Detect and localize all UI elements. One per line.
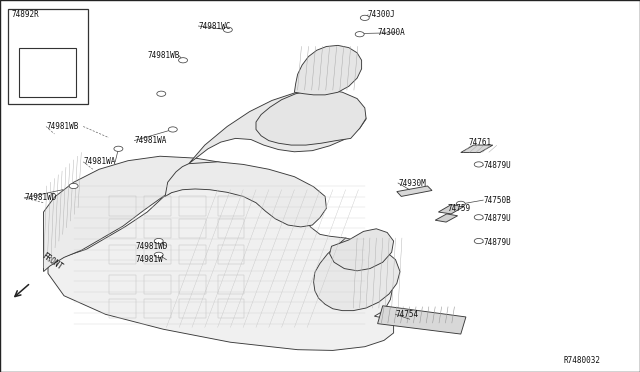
Text: FRONT: FRONT bbox=[40, 252, 64, 272]
Text: 74981WD: 74981WD bbox=[136, 242, 168, 251]
Bar bbox=[144, 299, 171, 318]
Text: 74981WA: 74981WA bbox=[83, 157, 116, 166]
Circle shape bbox=[474, 238, 483, 244]
Polygon shape bbox=[397, 186, 432, 196]
Text: 74879U: 74879U bbox=[483, 214, 511, 223]
Bar bbox=[218, 275, 244, 294]
Bar bbox=[8, 9, 88, 104]
Circle shape bbox=[223, 27, 232, 32]
Polygon shape bbox=[294, 45, 362, 95]
Polygon shape bbox=[438, 205, 464, 214]
Bar bbox=[179, 196, 206, 216]
Text: 74759: 74759 bbox=[448, 204, 471, 213]
Polygon shape bbox=[165, 162, 326, 227]
Bar bbox=[179, 299, 206, 318]
Circle shape bbox=[360, 15, 369, 20]
Text: 74879U: 74879U bbox=[483, 238, 511, 247]
Text: 74750B: 74750B bbox=[483, 196, 511, 205]
Circle shape bbox=[154, 252, 163, 257]
Text: 74761: 74761 bbox=[468, 138, 492, 147]
Text: 74981WC: 74981WC bbox=[198, 22, 231, 31]
Polygon shape bbox=[189, 91, 366, 164]
Bar bbox=[109, 219, 136, 238]
Circle shape bbox=[157, 91, 166, 96]
Text: 74879U: 74879U bbox=[483, 161, 511, 170]
Text: 74300J: 74300J bbox=[368, 10, 396, 19]
Polygon shape bbox=[314, 238, 400, 311]
Circle shape bbox=[474, 215, 483, 220]
Text: 74981WB: 74981WB bbox=[147, 51, 180, 60]
Bar bbox=[109, 299, 136, 318]
Bar bbox=[144, 219, 171, 238]
Polygon shape bbox=[256, 89, 366, 145]
Circle shape bbox=[179, 58, 188, 63]
Bar bbox=[218, 196, 244, 216]
Text: 74300A: 74300A bbox=[378, 28, 405, 37]
Circle shape bbox=[474, 162, 483, 167]
Bar bbox=[218, 299, 244, 318]
Polygon shape bbox=[44, 156, 237, 272]
Circle shape bbox=[114, 146, 123, 151]
Text: 74930M: 74930M bbox=[398, 179, 426, 187]
Circle shape bbox=[456, 201, 465, 206]
Circle shape bbox=[355, 32, 364, 37]
Bar bbox=[179, 245, 206, 264]
Bar bbox=[144, 245, 171, 264]
Polygon shape bbox=[330, 229, 394, 271]
Bar bbox=[109, 196, 136, 216]
Polygon shape bbox=[435, 214, 458, 222]
Polygon shape bbox=[378, 306, 466, 334]
Text: R7480032: R7480032 bbox=[563, 356, 600, 365]
Bar bbox=[109, 245, 136, 264]
Bar bbox=[218, 219, 244, 238]
Bar bbox=[179, 275, 206, 294]
Polygon shape bbox=[48, 180, 394, 350]
Bar bbox=[144, 275, 171, 294]
Bar bbox=[179, 219, 206, 238]
Text: 74892R: 74892R bbox=[12, 10, 39, 19]
Text: 74981W: 74981W bbox=[136, 255, 163, 264]
Bar bbox=[144, 196, 171, 216]
Bar bbox=[109, 275, 136, 294]
Text: 74981WA: 74981WA bbox=[134, 136, 167, 145]
Polygon shape bbox=[461, 145, 493, 153]
Bar bbox=[218, 245, 244, 264]
Bar bbox=[19, 48, 76, 97]
Text: 74754: 74754 bbox=[396, 310, 419, 319]
Circle shape bbox=[168, 127, 177, 132]
Text: 74981WB: 74981WB bbox=[46, 122, 79, 131]
Text: 74981WD: 74981WD bbox=[24, 193, 57, 202]
Circle shape bbox=[154, 238, 163, 244]
Circle shape bbox=[69, 183, 78, 189]
